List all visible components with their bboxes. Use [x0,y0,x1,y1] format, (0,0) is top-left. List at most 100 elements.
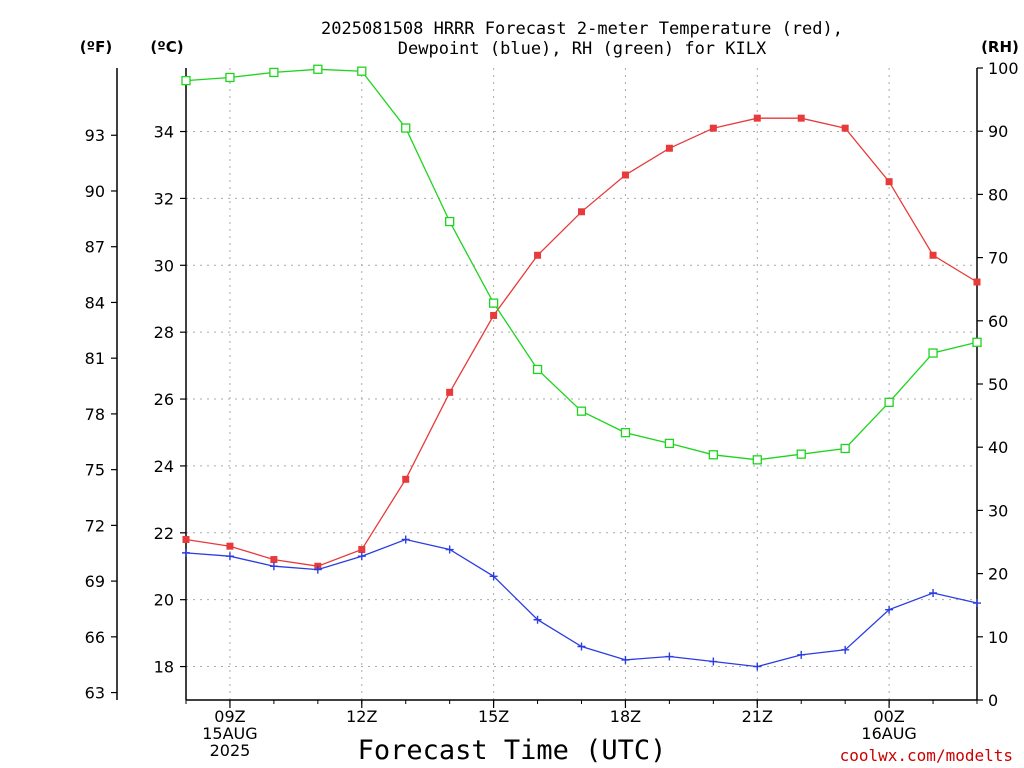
temperature-point [974,279,981,286]
rh-point [270,68,278,76]
temperature-point [358,546,365,553]
dewpoint-point [753,663,761,671]
fahrenheit-tick-label: 75 [85,461,105,480]
chart-title-line-1: 2025081508 HRRR Forecast 2-meter Tempera… [321,19,843,39]
temperature-point [402,476,409,483]
dewpoint-point [270,562,278,570]
chart-stage: 2025081508 HRRR Forecast 2-meter Tempera… [0,0,1024,768]
rh-point [578,407,586,415]
rh-point [182,77,190,85]
dewpoint-point [578,642,586,650]
celsius-tick-label: 32 [154,189,174,208]
rh-tick-label: 50 [988,375,1008,394]
rh-tick-label: 60 [988,312,1008,331]
temperature-point [270,556,277,563]
fahrenheit-tick-label: 78 [85,405,105,424]
dewpoint-point [929,589,937,597]
tick-label-layer: 1820222426283032346366697275788184879093… [85,59,1019,760]
celsius-unit-label: (ºC) [150,38,183,56]
rh-point [885,398,893,406]
chart-title-line-2: Dewpoint (blue), RH (green) for KILX [398,39,767,59]
dewpoint-point [709,658,717,666]
fahrenheit-tick-label: 84 [85,293,105,312]
rh-point [973,338,981,346]
temperature-point [622,172,629,179]
rh-point [226,73,234,81]
x-axis-title: Forecast Time (UTC) [358,735,667,766]
axes-layer [111,68,983,708]
dewpoint-point [182,549,190,557]
dewpoint-point [402,535,410,543]
temperature-point [183,536,190,543]
rh-tick-label: 20 [988,565,1008,584]
time-tick-label: 21Z [742,707,773,726]
temperature-point [798,115,805,122]
rh-line [186,69,977,460]
temperature-point [886,178,893,185]
celsius-tick-label: 34 [154,123,174,142]
dewpoint-point [973,599,981,607]
rh-point [929,349,937,357]
credit-link[interactable]: coolwx.com/modelts [840,746,1013,765]
fahrenheit-tick-label: 87 [85,238,105,257]
grid-layer [186,68,977,700]
rh-tick-label: 90 [988,122,1008,141]
fahrenheit-tick-label: 63 [85,684,105,703]
temperature-point [534,252,541,259]
temperature-point [578,208,585,215]
dewpoint-point [446,546,454,554]
fahrenheit-tick-label: 72 [85,516,105,535]
temperature-line [186,118,977,566]
rh-point [665,439,673,447]
temperature-point [490,312,497,319]
series-layer [182,65,981,670]
temperature-point [226,543,233,550]
time-tick-label: 16AUG [861,724,916,743]
temperature-point [446,389,453,396]
rh-point [797,450,805,458]
temperature-point [666,145,673,152]
dewpoint-point [621,656,629,664]
rh-tick-label: 40 [988,438,1008,457]
rh-point [753,456,761,464]
chart-canvas: 2025081508 HRRR Forecast 2-meter Tempera… [0,0,1024,768]
rh-tick-label: 80 [988,185,1008,204]
rh-tick-label: 0 [988,691,998,710]
rh-tick-label: 100 [988,59,1019,78]
time-tick-label: 12Z [346,707,377,726]
dewpoint-point [358,552,366,560]
temperature-point [930,252,937,259]
dewpoint-point [226,552,234,560]
fahrenheit-tick-label: 69 [85,572,105,591]
celsius-tick-label: 28 [154,323,174,342]
celsius-tick-label: 30 [154,256,174,275]
rh-tick-label: 10 [988,628,1008,647]
temperature-point [842,125,849,132]
rh-tick-label: 30 [988,501,1008,520]
rh-point [490,299,498,307]
rh-point [358,67,366,75]
time-tick-label: 2025 [210,741,251,760]
rh-point [534,365,542,373]
rh-point [402,124,410,132]
temperature-point [754,115,761,122]
time-tick-label: 18Z [610,707,641,726]
rh-point [314,65,322,73]
dewpoint-point [797,651,805,659]
celsius-tick-label: 20 [154,591,174,610]
fahrenheit-tick-label: 81 [85,349,105,368]
celsius-tick-label: 22 [154,524,174,543]
rh-point [841,444,849,452]
rh-point [621,429,629,437]
time-tick-label: 15Z [478,707,509,726]
celsius-tick-label: 24 [154,457,174,476]
rh-point [446,218,454,226]
rh-tick-label: 70 [988,249,1008,268]
fahrenheit-tick-label: 93 [85,126,105,145]
celsius-tick-label: 18 [154,658,174,677]
fahrenheit-unit-label: (ºF) [80,38,112,56]
fahrenheit-tick-label: 90 [85,182,105,201]
rh-unit-label: (RH) [981,38,1019,56]
dewpoint-point [665,653,673,661]
fahrenheit-tick-label: 66 [85,628,105,647]
